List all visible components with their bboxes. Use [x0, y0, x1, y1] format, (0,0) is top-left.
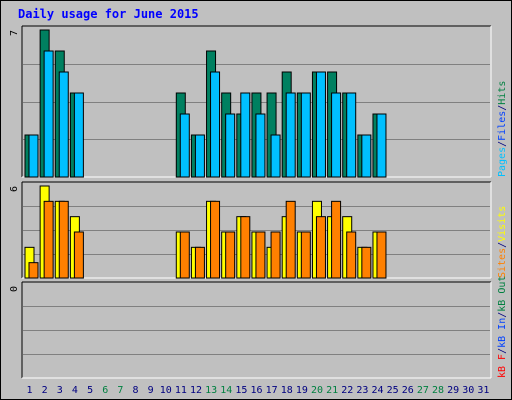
x-tick-label: 17	[266, 385, 278, 396]
x-tick-label: 2	[42, 385, 48, 396]
bar-files	[179, 113, 190, 178]
bar-sites	[58, 200, 69, 279]
x-tick-label: 24	[372, 385, 384, 396]
bar-sites	[225, 231, 236, 279]
panel-legend: kB F/kB In/kB Out	[497, 276, 508, 378]
bar-files	[376, 113, 387, 178]
legend-entry: kB In	[497, 318, 508, 348]
panel-legend: Sites/Visits	[497, 206, 508, 278]
bar-sites	[210, 200, 221, 279]
y-max-label: 6	[9, 186, 20, 192]
x-tick-label: 20	[311, 385, 323, 396]
bar-sites	[43, 200, 54, 279]
x-tick-label: 4	[72, 385, 78, 396]
bar-files	[73, 92, 84, 178]
x-tick-label: 7	[117, 385, 123, 396]
bar-sites	[346, 231, 357, 279]
legend-entry: /	[497, 312, 508, 318]
x-tick-label: 8	[132, 385, 138, 396]
bar-sites	[179, 231, 190, 279]
x-tick-label: 13	[205, 385, 217, 396]
bar-files	[210, 71, 221, 178]
bar-files	[194, 134, 205, 178]
x-tick-label: 23	[356, 385, 368, 396]
x-tick-label: 21	[326, 385, 338, 396]
legend-entry: kB Out	[497, 276, 508, 312]
bar-sites	[255, 231, 266, 279]
bar-files	[28, 134, 39, 178]
bar-files	[300, 92, 311, 178]
bar-sites	[270, 231, 281, 279]
x-tick-label: 9	[148, 385, 154, 396]
bar-sites	[240, 216, 251, 279]
bar-sites	[28, 262, 39, 279]
x-tick-label: 15	[235, 385, 247, 396]
bar-files	[255, 113, 266, 178]
bar-files	[225, 113, 236, 178]
bar-sites	[376, 231, 387, 279]
bar-sites	[361, 246, 372, 279]
x-tick-label: 30	[462, 385, 474, 396]
chart-title: Daily usage for June 2015	[18, 7, 199, 21]
legend-entry: Pages	[497, 147, 508, 177]
legend-entry: /	[497, 141, 508, 147]
bar-sites	[285, 200, 296, 279]
x-tick-label: 10	[160, 385, 172, 396]
x-tick-label: 5	[87, 385, 93, 396]
bar-sites	[315, 216, 326, 279]
bar-files	[43, 50, 54, 178]
legend-entry: /	[497, 105, 508, 111]
x-tick-label: 12	[190, 385, 202, 396]
legend-entry: kB F	[497, 354, 508, 378]
x-tick-label: 18	[281, 385, 293, 396]
x-tick-label: 27	[417, 385, 429, 396]
bar-files	[58, 71, 69, 178]
x-tick-label: 6	[102, 385, 108, 396]
legend-entry: Hits	[497, 81, 508, 105]
y-max-label: 0	[9, 286, 20, 292]
y-max-label: 7	[9, 30, 20, 36]
legend-entry: Visits	[497, 206, 508, 242]
bar-sites	[73, 231, 84, 279]
bar-files	[240, 92, 251, 178]
x-tick-label: 26	[402, 385, 414, 396]
bar-sites	[300, 231, 311, 279]
x-tick-label: 19	[296, 385, 308, 396]
x-tick-label: 31	[477, 385, 489, 396]
bar-files	[270, 134, 281, 178]
bar-sites	[331, 200, 342, 279]
x-tick-label: 22	[341, 385, 353, 396]
legend-entry: Sites	[497, 248, 508, 278]
x-tick-label: 29	[447, 385, 459, 396]
legend-entry: /	[497, 242, 508, 248]
x-tick-label: 16	[250, 385, 262, 396]
bar-files	[346, 92, 357, 178]
panel-legend: Pages/Files/Hits	[497, 81, 508, 177]
x-tick-label: 28	[432, 385, 444, 396]
bar-files	[285, 92, 296, 178]
legend-entry: Files	[497, 111, 508, 141]
bar-files	[331, 92, 342, 178]
x-tick-label: 14	[220, 385, 232, 396]
bar-sites	[194, 246, 205, 279]
x-tick-label: 11	[175, 385, 187, 396]
x-tick-label: 1	[27, 385, 33, 396]
bar-files	[361, 134, 372, 178]
x-tick-label: 3	[57, 385, 63, 396]
legend-entry: /	[497, 348, 508, 354]
x-tick-label: 25	[387, 385, 399, 396]
bar-files	[315, 71, 326, 178]
